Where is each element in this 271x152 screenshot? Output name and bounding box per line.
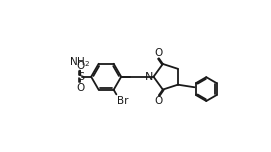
Text: Br: Br (117, 96, 129, 106)
Text: NH$_2$: NH$_2$ (69, 56, 91, 69)
Text: S: S (77, 72, 84, 82)
Text: O: O (76, 83, 85, 93)
Text: N: N (145, 72, 153, 82)
Text: O: O (155, 48, 163, 58)
Text: O: O (155, 96, 163, 106)
Text: O: O (76, 61, 85, 71)
